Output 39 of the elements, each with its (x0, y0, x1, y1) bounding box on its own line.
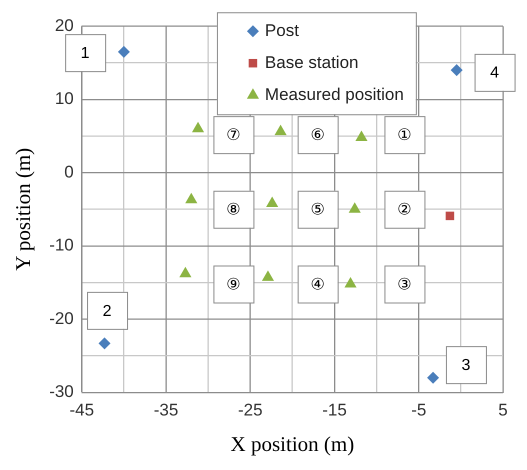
point (262, 270, 274, 281)
x-tick-label: -45 (69, 400, 94, 420)
y-tick-label: -20 (49, 308, 74, 328)
annotation: ③ (397, 276, 412, 294)
legend-label: Measured position (264, 84, 404, 104)
annotation: 4 (490, 64, 500, 82)
y-axis-title: Y position (m) (11, 148, 36, 271)
x-tick-label: -25 (238, 400, 263, 420)
legend-label: Post (264, 20, 300, 40)
point (179, 266, 192, 278)
y-tick-label: 10 (54, 89, 74, 108)
annotation: ④ (310, 276, 325, 294)
annotation: ⑧ (226, 202, 241, 219)
point (344, 277, 357, 288)
point (348, 202, 361, 213)
annotation: ② (397, 202, 412, 219)
point (185, 192, 198, 204)
annotation: ⑨ (226, 276, 241, 294)
y-tick-label: 20 (54, 16, 74, 35)
annotation: ⑥ (310, 127, 325, 144)
annotation: 3 (461, 356, 470, 374)
annotation: 1 (80, 44, 90, 62)
x-axis-title: X position (m) (230, 432, 354, 456)
x-tick-label: -5 (411, 400, 426, 420)
point (355, 130, 368, 142)
annotation: ① (397, 127, 412, 144)
x-tick-label: 5 (498, 400, 508, 420)
y-tick-label: -30 (49, 382, 74, 402)
x-tick-label: -35 (154, 400, 178, 420)
point (274, 124, 287, 136)
annotation: ⑦ (226, 127, 241, 144)
y-tick-label: -10 (49, 236, 74, 255)
annotation: 2 (102, 302, 112, 320)
legend-label: Base station (264, 52, 358, 72)
y-tick-label: 0 (64, 162, 74, 182)
point (192, 122, 204, 132)
annotation: ⑤ (310, 202, 325, 219)
x-tick-label: -15 (322, 400, 347, 420)
point (266, 196, 278, 207)
